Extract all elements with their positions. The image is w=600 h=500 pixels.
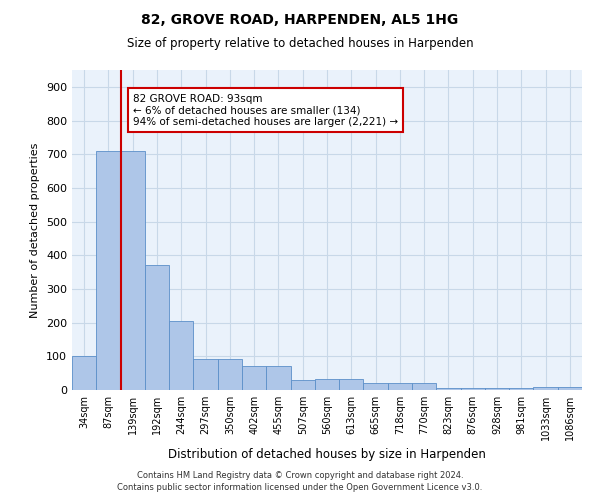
- Bar: [218, 358, 242, 390]
- Bar: [485, 388, 509, 390]
- Text: Size of property relative to detached houses in Harpenden: Size of property relative to detached ho…: [127, 38, 473, 51]
- Text: Contains public sector information licensed under the Open Government Licence v3: Contains public sector information licen…: [118, 484, 482, 492]
- Bar: [436, 388, 461, 390]
- Bar: [290, 380, 315, 390]
- Bar: [558, 386, 582, 390]
- Y-axis label: Number of detached properties: Number of detached properties: [31, 142, 40, 318]
- Bar: [388, 384, 412, 390]
- Bar: [96, 151, 121, 390]
- Bar: [339, 379, 364, 390]
- Bar: [533, 386, 558, 390]
- Bar: [364, 384, 388, 390]
- Text: 82 GROVE ROAD: 93sqm
← 6% of detached houses are smaller (134)
94% of semi-detac: 82 GROVE ROAD: 93sqm ← 6% of detached ho…: [133, 94, 398, 127]
- Bar: [242, 366, 266, 390]
- Bar: [169, 321, 193, 390]
- Text: Contains HM Land Registry data © Crown copyright and database right 2024.: Contains HM Land Registry data © Crown c…: [137, 471, 463, 480]
- Bar: [509, 388, 533, 390]
- Bar: [266, 366, 290, 390]
- Bar: [145, 266, 169, 390]
- Bar: [412, 384, 436, 390]
- Bar: [193, 358, 218, 390]
- Bar: [72, 356, 96, 390]
- Text: 82, GROVE ROAD, HARPENDEN, AL5 1HG: 82, GROVE ROAD, HARPENDEN, AL5 1HG: [142, 12, 458, 26]
- Bar: [461, 388, 485, 390]
- Bar: [315, 379, 339, 390]
- Bar: [121, 151, 145, 390]
- X-axis label: Distribution of detached houses by size in Harpenden: Distribution of detached houses by size …: [168, 448, 486, 462]
